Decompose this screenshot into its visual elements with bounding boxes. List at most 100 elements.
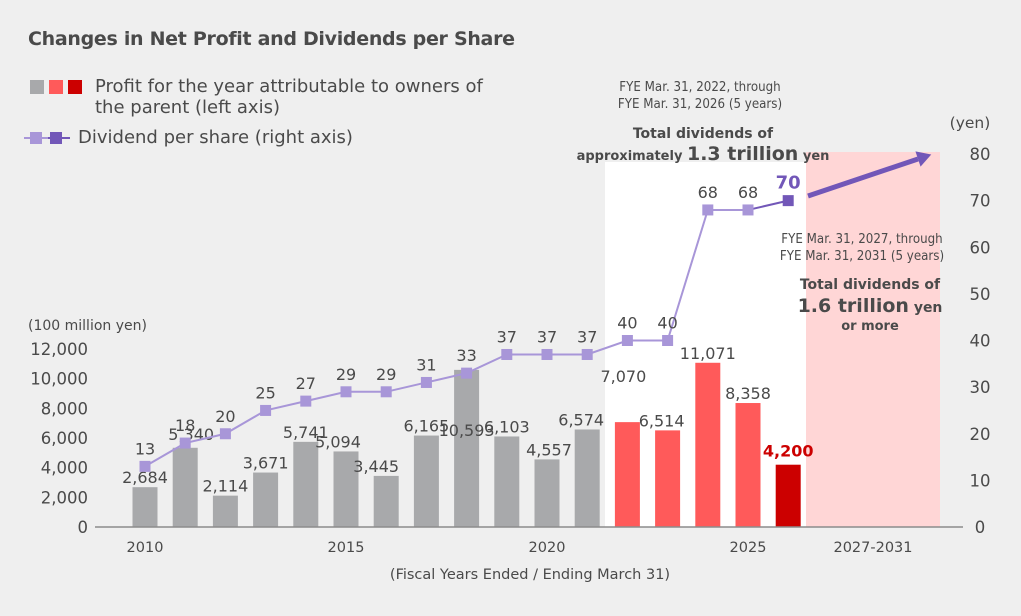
chart-title: Changes in Net Profit and Dividends per …: [28, 28, 515, 50]
y-left-tick-12000: 12,000: [30, 340, 88, 359]
dividend-label-2022: 40: [617, 314, 637, 333]
period2-range-line2: FYE Mar. 31, 2031 (5 years): [779, 248, 945, 264]
dividend-marker-2017: [420, 376, 432, 388]
y-left-tick-2000: 2,000: [41, 488, 88, 507]
bar-label-2020: 4,557: [526, 440, 572, 459]
y-left-tick-4000: 4,000: [41, 459, 88, 478]
y-axis-right-label: (yen): [950, 114, 991, 132]
dividend-marker-2023: [662, 335, 674, 346]
dividend-marker-2022: [621, 335, 633, 346]
dividend-marker-2015: [340, 386, 352, 398]
period1-range-line1: FYE Mar. 31, 2022, through: [619, 79, 781, 95]
bar-profit-2013: [253, 472, 279, 527]
dividend-label-2021: 37: [577, 327, 597, 346]
x-tick-2020: 2020: [529, 540, 566, 556]
bar-label-2024: 11,071: [680, 344, 736, 363]
bar-label-2019: 6,103: [484, 417, 530, 436]
bar-profit-2015: [333, 451, 359, 527]
bar-profit-2019: [494, 436, 520, 527]
dividend-marker-2024: [702, 204, 714, 216]
dividend-label-2023: 40: [657, 314, 677, 333]
dividend-label-2015: 29: [336, 365, 356, 384]
x-tick-2027-2031: 2027-2031: [833, 540, 912, 556]
y-right-tick-70: 70: [970, 192, 991, 211]
legend-dividend-text: Dividend per share (right axis): [78, 127, 353, 148]
legend-profit-line1: Profit for the year attributable to owne…: [95, 76, 483, 97]
period2-range: FYE Mar. 31, 2027, through FYE Mar. 31, …: [765, 231, 959, 265]
y-left-tick-10000: 10,000: [30, 370, 88, 389]
bar-profit-2011: [172, 447, 198, 527]
bar-profit-2022: [614, 422, 640, 527]
y-right-tick-0: 0: [975, 518, 986, 537]
bar-label-2012: 2,114: [202, 477, 248, 496]
y-left-tick-6000: 6,000: [41, 429, 88, 448]
dividend-marker-2013: [260, 404, 272, 416]
y-left-tick-8000: 8,000: [41, 399, 88, 418]
y-right-tick-20: 20: [970, 425, 991, 444]
period1-total-prefix: approximately: [576, 149, 683, 164]
y-right-tick-80: 80: [970, 145, 991, 164]
bar-profit-2020: [534, 459, 560, 527]
period1-range-line2: FYE Mar. 31, 2026 (5 years): [617, 96, 783, 112]
legend-swatch-forecast: [68, 80, 82, 94]
period2-panel: [806, 152, 940, 527]
period1-total-line1: Total dividends of: [632, 126, 774, 142]
y-left-tick-0: 0: [78, 518, 89, 537]
bar-label-2016: 3,445: [353, 457, 399, 476]
bar-label-2021: 6,574: [558, 410, 604, 429]
y-right-tick-60: 60: [970, 238, 991, 257]
dividend-label-2016: 29: [376, 365, 396, 384]
legend-dividend: Dividend per share (right axis): [24, 127, 353, 149]
legend-swatch-actual: [30, 80, 44, 94]
trend-arrow-head: [915, 151, 932, 167]
legend-profit-line2: the parent (left axis): [95, 97, 280, 118]
bar-label-2026: 4,200: [763, 442, 814, 461]
bar-profit-2018: [454, 369, 480, 527]
dividend-marker-2011: [179, 437, 191, 449]
bar-label-2018: 10,593: [439, 421, 495, 440]
period2-range-line1: FYE Mar. 31, 2027, through: [781, 231, 943, 247]
legend-swatch-recent: [49, 80, 63, 94]
bar-label-2017: 6,165: [403, 417, 449, 436]
legend-dividend-swatch: [24, 127, 70, 149]
bar-label-2010: 2,684: [122, 468, 168, 487]
dividend-marker-2025: [742, 204, 754, 216]
bar-profit-2024: [695, 362, 721, 527]
dividend-label-2024: 68: [698, 183, 718, 202]
x-tick-2015: 2015: [328, 540, 365, 556]
period1-total: Total dividends of approximately 1.3 tri…: [570, 124, 836, 167]
dividend-line-forecast: [747, 199, 789, 211]
bar-profit-2026: [775, 464, 801, 527]
x-axis-label: (Fiscal Years Ended / Ending March 31): [390, 567, 670, 583]
dividend-marker-2016: [380, 386, 392, 398]
dividend-label-2018: 33: [456, 346, 476, 365]
dividend-marker-2019: [501, 348, 513, 360]
period2-total-line3: or more: [841, 319, 899, 334]
trend-arrow-shaft: [807, 156, 919, 199]
y-right-tick-50: 50: [970, 285, 991, 304]
dividend-marker-2020: [541, 348, 553, 360]
bar-profit-2014: [293, 441, 319, 527]
dividend-label-2011: 18: [175, 416, 195, 435]
dividend-marker-2021: [581, 348, 593, 360]
dividend-label-2014: 27: [296, 374, 316, 393]
bar-label-2022: 7,070: [600, 367, 646, 386]
dividend-line: [144, 208, 748, 468]
dividend-label-2019: 37: [497, 327, 517, 346]
bar-profit-2025: [735, 403, 761, 527]
x-tick-2025: 2025: [730, 540, 767, 556]
y-right-tick-10: 10: [970, 471, 991, 490]
x-tick-2010: 2010: [127, 540, 164, 556]
dividend-label-2013: 25: [255, 383, 275, 402]
dividend-label-2025: 68: [738, 183, 758, 202]
bar-profit-2012: [212, 495, 238, 527]
dividend-marker-2014: [300, 395, 312, 407]
bar-label-2015: 5,094: [315, 432, 361, 451]
legend-profit-text: Profit for the year attributable to owne…: [95, 76, 483, 118]
period1-total-amount: 1.3 trillion: [686, 143, 799, 165]
period1-total-suffix: yen: [802, 149, 830, 164]
period2-total-amount: 1.6 trillion: [797, 295, 909, 317]
period2-total: Total dividends of 1.6 trillion yen or m…: [770, 275, 970, 335]
bar-label-2013: 3,671: [243, 454, 289, 473]
